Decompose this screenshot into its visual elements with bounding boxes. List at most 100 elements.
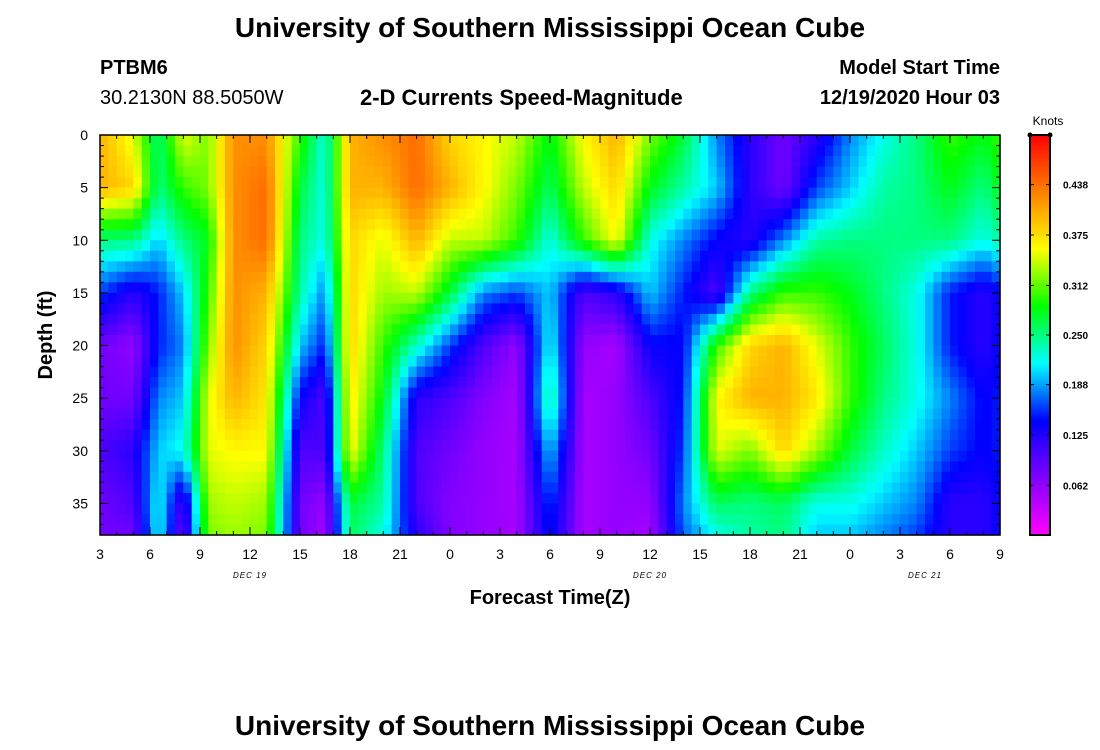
heatmap-cell (316, 240, 326, 252)
heatmap-cell (983, 440, 993, 452)
heatmap-cell (575, 377, 584, 389)
heatmap-cell (591, 240, 601, 252)
heatmap-cell (383, 229, 393, 241)
heatmap-cell (466, 187, 476, 199)
heatmap-cell (441, 398, 451, 410)
heatmap-cell (250, 166, 259, 178)
heatmap-cell (608, 303, 618, 315)
heatmap-cell (275, 198, 284, 210)
heatmap-cell (708, 303, 718, 315)
heatmap-cell (100, 471, 109, 483)
heatmap-cell (491, 450, 501, 462)
heatmap-cell (725, 219, 734, 231)
heatmap-cell (808, 324, 818, 336)
heatmap-cell (666, 471, 676, 483)
heatmap-cell (108, 450, 118, 462)
heatmap-cell (475, 303, 484, 315)
heatmap-cell (175, 313, 184, 326)
heatmap-cell (566, 208, 576, 220)
heatmap-cell (258, 461, 268, 473)
heatmap-cell (883, 440, 893, 452)
heatmap-cell (541, 145, 551, 157)
heatmap-cell (958, 292, 968, 305)
heatmap-cell (500, 524, 509, 536)
heatmap-cell (500, 219, 509, 231)
heatmap-cell (366, 450, 376, 462)
heatmap-cell (633, 503, 643, 515)
heatmap-cell (441, 145, 451, 157)
heatmap-cell (750, 377, 759, 389)
heatmap-cell (250, 135, 259, 147)
heatmap-cell (816, 229, 826, 241)
heatmap-cell (800, 313, 809, 326)
heatmap-cell (891, 387, 901, 399)
heatmap-cell (941, 398, 951, 410)
heatmap-cell (591, 408, 601, 420)
heatmap-cell (675, 345, 684, 357)
heatmap-cell (475, 356, 484, 368)
heatmap-cell (933, 450, 943, 462)
heatmap-cell (991, 198, 1001, 210)
heatmap-cell (875, 208, 884, 220)
heatmap-cell (258, 292, 268, 305)
heatmap-cell (533, 156, 543, 168)
heatmap-cell (316, 229, 326, 241)
heatmap-cell (941, 219, 951, 231)
heatmap-cell (441, 313, 451, 326)
heatmap-cell (733, 240, 743, 252)
heatmap-cell (191, 324, 201, 336)
heatmap-cell (433, 387, 443, 399)
heatmap-cell (725, 156, 734, 168)
heatmap-cell (900, 524, 909, 536)
heatmap-cell (141, 324, 151, 336)
heatmap-cell (558, 208, 568, 220)
heatmap-cell (725, 398, 734, 410)
heatmap-cell (925, 187, 934, 199)
heatmap-cell (650, 398, 659, 410)
heatmap-cell (225, 503, 234, 515)
heatmap-cell (166, 366, 176, 378)
heatmap-cell (400, 156, 409, 168)
heatmap-cell (416, 261, 426, 273)
heatmap-cell (700, 482, 709, 494)
heatmap-cell (141, 408, 151, 420)
heatmap-cell (958, 219, 968, 231)
heatmap-cell (583, 313, 593, 326)
heatmap-cell (183, 408, 193, 420)
heatmap-cell (466, 471, 476, 483)
heatmap-cell (358, 303, 368, 315)
heatmap-cell (100, 219, 109, 231)
heatmap-cell (458, 503, 468, 515)
heatmap-cell (233, 324, 243, 336)
heatmap-cell (175, 366, 184, 378)
heatmap-cell (866, 513, 876, 526)
heatmap-cell (708, 240, 718, 252)
heatmap-cell (633, 219, 643, 231)
heatmap-cell (750, 492, 759, 505)
heatmap-cell (708, 271, 718, 283)
heatmap-cell (425, 229, 434, 241)
heatmap-cell (758, 187, 768, 199)
heatmap-cell (366, 229, 376, 241)
heatmap-cell (583, 229, 593, 241)
heatmap-cell (725, 271, 734, 283)
heatmap-cell (733, 429, 743, 441)
heatmap-cell (450, 492, 459, 505)
heatmap-cell (858, 429, 868, 441)
heatmap-cell (658, 282, 668, 294)
heatmap-cell (775, 208, 784, 220)
heatmap-cell (933, 440, 943, 452)
heatmap-cell (708, 282, 718, 294)
heatmap-cell (816, 440, 826, 452)
heatmap-cell (875, 166, 884, 178)
heatmap-cell (416, 240, 426, 252)
heatmap-cell (233, 345, 243, 357)
heatmap-cell (216, 313, 226, 326)
heatmap-cell (641, 524, 651, 536)
heatmap-cell (875, 135, 884, 147)
heatmap-cell (741, 461, 751, 473)
heatmap-cell (700, 450, 709, 462)
heatmap-cell (933, 156, 943, 168)
heatmap-cell (666, 145, 676, 157)
heatmap-cell (608, 450, 618, 462)
